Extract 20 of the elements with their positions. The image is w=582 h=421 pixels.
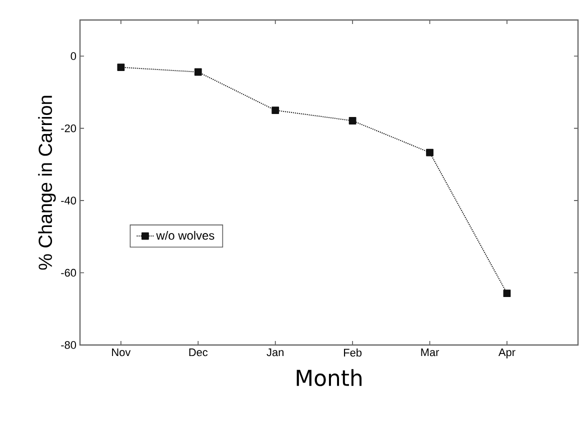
x-tick-label: Feb: [344, 348, 362, 357]
point: [348, 117, 356, 124]
legend-label: w/o wolves: [156, 230, 214, 240]
point: [194, 68, 202, 76]
x-tick-label: Jan: [266, 348, 284, 356]
y-tick-label: 0: [70, 52, 76, 60]
x-tick-label: Nov: [112, 348, 131, 356]
point: [503, 290, 511, 298]
x-axis-title: Month: [296, 369, 362, 386]
y-tick-label: -20: [61, 124, 76, 132]
y-tick-label: -60: [61, 268, 76, 277]
x-tick-label: Mar: [421, 348, 440, 356]
y-axis-title: % Change in Carrion: [38, 96, 56, 270]
point: [426, 148, 434, 156]
point: [272, 106, 280, 114]
x-tick-label: Dec: [189, 348, 208, 356]
x-tick-label: Apr: [498, 348, 516, 358]
y-tick-label: -80: [61, 341, 76, 349]
y-tick-label: -40: [61, 196, 76, 204]
point: [117, 64, 125, 72]
